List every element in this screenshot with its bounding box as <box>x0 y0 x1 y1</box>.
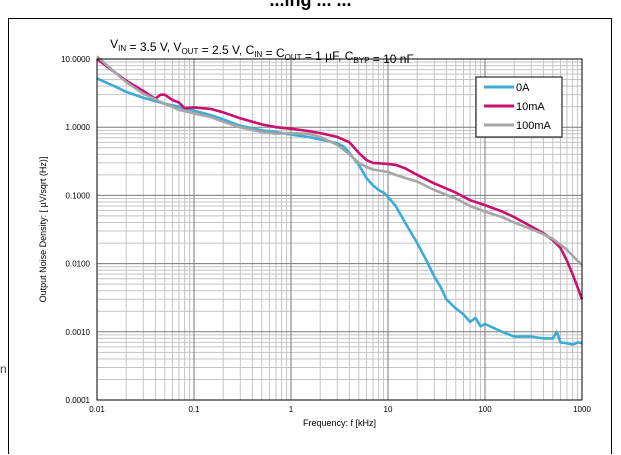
series-line-0A <box>96 77 583 346</box>
series-line-10mA <box>96 57 584 300</box>
x-tick-label: 0.01 <box>89 405 105 414</box>
plot-border <box>96 58 583 401</box>
figure-frame <box>8 18 612 454</box>
y-tick-label: 0.0001 <box>66 396 91 405</box>
y-tick-label: 0.0100 <box>66 260 91 269</box>
x-tick-label: 0.1 <box>188 405 200 414</box>
margin-mark: n <box>0 362 7 376</box>
page-heading: ...ing ... ... <box>269 0 352 10</box>
title-subscript: BYP <box>353 56 369 65</box>
title-subscript: OUT <box>181 47 198 56</box>
title-text: = C <box>262 46 285 60</box>
title-text: = 10 nF <box>369 52 413 66</box>
x-tick-labels: 0.01 0.1 1 10 100 1000 <box>89 405 591 414</box>
x-tick-label: 1000 <box>573 405 591 414</box>
title-text: = 1 µF, C <box>302 49 354 63</box>
y-axis-label: Output Noise Density: [ µV/sqrt (Hz)] <box>38 157 48 303</box>
y-tick-labels: 0.0001 0.0010 0.0100 0.1000 1.0000 10.0000 <box>61 55 90 405</box>
x-tick-label: 100 <box>478 405 492 414</box>
x-axis-label: Frequency: f [kHz] <box>303 418 376 428</box>
chart-title: VIN = 3.5 V, VOUT = 2.5 V, CIN = COUT = … <box>110 37 414 66</box>
y-tick-label: 0.0010 <box>66 328 91 337</box>
legend: 0A 10mA 100mA <box>475 76 563 138</box>
series-line-100mA <box>96 55 583 267</box>
title-subscript: IN <box>118 44 126 53</box>
legend-label-100mA: 100mA <box>516 120 552 132</box>
legend-label-0A: 0A <box>516 82 530 94</box>
title-text: V <box>110 37 118 51</box>
series-layer <box>96 55 584 346</box>
title-text: = 3.5 V, V <box>126 40 181 54</box>
y-tick-label: 1.0000 <box>66 123 91 132</box>
y-tick-label: 0.1000 <box>66 191 91 200</box>
x-tick-label: 10 <box>384 405 393 414</box>
title-subscript: IN <box>254 50 262 59</box>
legend-label-10mA: 10mA <box>516 101 545 113</box>
title-text: = 2.5 V, C <box>198 43 254 57</box>
x-tick-label: 1 <box>289 405 294 414</box>
y-tick-label: 10.0000 <box>61 55 90 64</box>
title-subscript: OUT <box>285 53 302 62</box>
